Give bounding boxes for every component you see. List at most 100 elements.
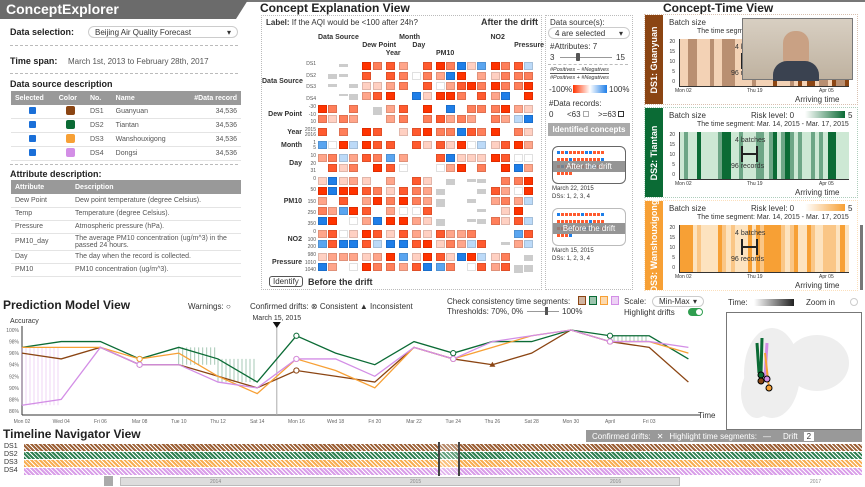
matrix-cell[interactable] xyxy=(500,164,510,172)
matrix-cell[interactable] xyxy=(385,82,395,90)
matrix-cell[interactable] xyxy=(348,230,358,238)
matrix-cell[interactable] xyxy=(436,62,445,70)
matrix-cell[interactable] xyxy=(466,105,476,113)
matrix-cell[interactable] xyxy=(514,115,524,123)
matrix-cell[interactable] xyxy=(372,141,382,149)
matrix-cell[interactable] xyxy=(362,128,372,136)
matrix-cell[interactable] xyxy=(456,141,466,149)
matrix-cell[interactable] xyxy=(477,154,487,162)
matrix-cell[interactable] xyxy=(412,253,422,261)
zoom-toggle[interactable] xyxy=(850,298,858,306)
matrix-cell[interactable] xyxy=(328,253,338,261)
matrix-cell[interactable] xyxy=(436,141,445,149)
matrix-cell[interactable] xyxy=(399,217,409,225)
matrix-cell[interactable] xyxy=(412,240,422,248)
matrix-cell[interactable] xyxy=(338,128,348,136)
matrix-cell[interactable] xyxy=(477,82,487,90)
matrix-cell[interactable] xyxy=(385,105,395,113)
matrix-cell[interactable] xyxy=(490,253,500,261)
matrix-cell[interactable] xyxy=(477,164,487,172)
scale-dropdown[interactable]: Min-Max ▾ xyxy=(652,296,704,307)
matrix-cell[interactable] xyxy=(385,92,395,100)
matrix-cell[interactable] xyxy=(399,72,409,80)
matrix-cell[interactable] xyxy=(385,253,395,261)
matrix-cell[interactable] xyxy=(422,187,432,195)
matrix-cell[interactable] xyxy=(500,62,510,70)
matrix-cell[interactable] xyxy=(514,177,524,185)
matrix-cell[interactable] xyxy=(500,207,510,215)
matrix-cell[interactable] xyxy=(385,177,395,185)
matrix-cell[interactable] xyxy=(412,72,422,80)
segment-checkbox[interactable] xyxy=(589,296,597,305)
matrix-cell[interactable] xyxy=(348,105,358,113)
matrix-cell[interactable] xyxy=(524,187,534,195)
matrix-cell[interactable] xyxy=(385,240,395,248)
matrix-cell[interactable] xyxy=(490,72,500,80)
matrix-cell[interactable] xyxy=(328,217,338,225)
matrix-cell[interactable] xyxy=(446,72,456,80)
matrix-cell[interactable] xyxy=(490,187,500,195)
matrix-cell[interactable] xyxy=(524,217,534,225)
concept-matrix[interactable]: Data Source Dew Point Year Month Day PM10 NO2 P… xyxy=(262,28,544,273)
matrix-cell[interactable] xyxy=(446,128,456,136)
matrix-cell[interactable] xyxy=(385,115,395,123)
matrix-cell[interactable] xyxy=(446,230,456,238)
matrix-cell[interactable] xyxy=(318,154,327,162)
matrix-cell[interactable] xyxy=(524,92,534,100)
matrix-cell[interactable] xyxy=(338,164,348,172)
ds-select-dropdown[interactable]: 4 are selected ▾ xyxy=(548,27,630,39)
matrix-cell[interactable] xyxy=(422,82,432,90)
matrix-cell[interactable] xyxy=(466,141,476,149)
matrix-cell[interactable] xyxy=(412,141,422,149)
matrix-cell[interactable] xyxy=(456,154,466,162)
threshold-slider-handle[interactable] xyxy=(545,307,548,315)
matrix-cell[interactable] xyxy=(466,115,476,123)
matrix-cell[interactable] xyxy=(477,141,487,149)
matrix-cell[interactable] xyxy=(412,128,422,136)
matrix-cell[interactable] xyxy=(412,197,422,205)
ds-select-cell[interactable] xyxy=(11,146,55,161)
matrix-cell[interactable] xyxy=(466,253,476,261)
projection-view[interactable] xyxy=(726,312,862,430)
matrix-cell[interactable] xyxy=(422,207,432,215)
matrix-cell[interactable] xyxy=(446,62,456,70)
concept-card[interactable]: Before the drift xyxy=(552,208,626,246)
risk-stripes[interactable] xyxy=(679,225,849,273)
matrix-cell[interactable] xyxy=(422,128,432,136)
matrix-cell[interactable] xyxy=(385,197,395,205)
matrix-cell[interactable] xyxy=(456,92,466,100)
matrix-cell[interactable] xyxy=(372,253,382,261)
matrix-cell[interactable] xyxy=(372,263,382,271)
matrix-cell[interactable] xyxy=(385,217,395,225)
matrix-cell[interactable] xyxy=(318,207,327,215)
matrix-cell[interactable] xyxy=(362,253,372,261)
matrix-cell[interactable] xyxy=(422,115,432,123)
matrix-cell[interactable] xyxy=(422,62,432,70)
matrix-cell[interactable] xyxy=(385,72,395,80)
matrix-cell[interactable] xyxy=(412,263,422,271)
drift-count[interactable]: 2 xyxy=(803,431,815,441)
segment-checkbox[interactable] xyxy=(600,296,608,305)
matrix-cell[interactable] xyxy=(436,240,445,248)
matrix-cell[interactable] xyxy=(385,230,395,238)
matrix-cell[interactable] xyxy=(422,141,432,149)
matrix-cell[interactable] xyxy=(514,230,524,238)
matrix-cell[interactable] xyxy=(490,154,500,162)
matrix-cell[interactable] xyxy=(372,128,382,136)
matrix-cell[interactable] xyxy=(500,187,510,195)
matrix-cell[interactable] xyxy=(318,177,327,185)
matrix-cell[interactable] xyxy=(436,263,445,271)
matrix-cell[interactable] xyxy=(318,105,327,113)
matrix-cell[interactable] xyxy=(328,164,338,172)
matrix-cell[interactable] xyxy=(318,253,327,261)
matrix-cell[interactable] xyxy=(514,62,524,70)
segment-checkbox[interactable] xyxy=(611,296,619,305)
matrix-cell[interactable] xyxy=(328,177,338,185)
matrix-cell[interactable] xyxy=(412,230,422,238)
matrix-cell[interactable] xyxy=(399,82,409,90)
timeline-row[interactable] xyxy=(24,460,862,467)
matrix-cell[interactable] xyxy=(524,105,534,113)
matrix-cell[interactable] xyxy=(328,154,338,162)
matrix-cell[interactable] xyxy=(338,253,348,261)
matrix-cell[interactable] xyxy=(477,62,487,70)
